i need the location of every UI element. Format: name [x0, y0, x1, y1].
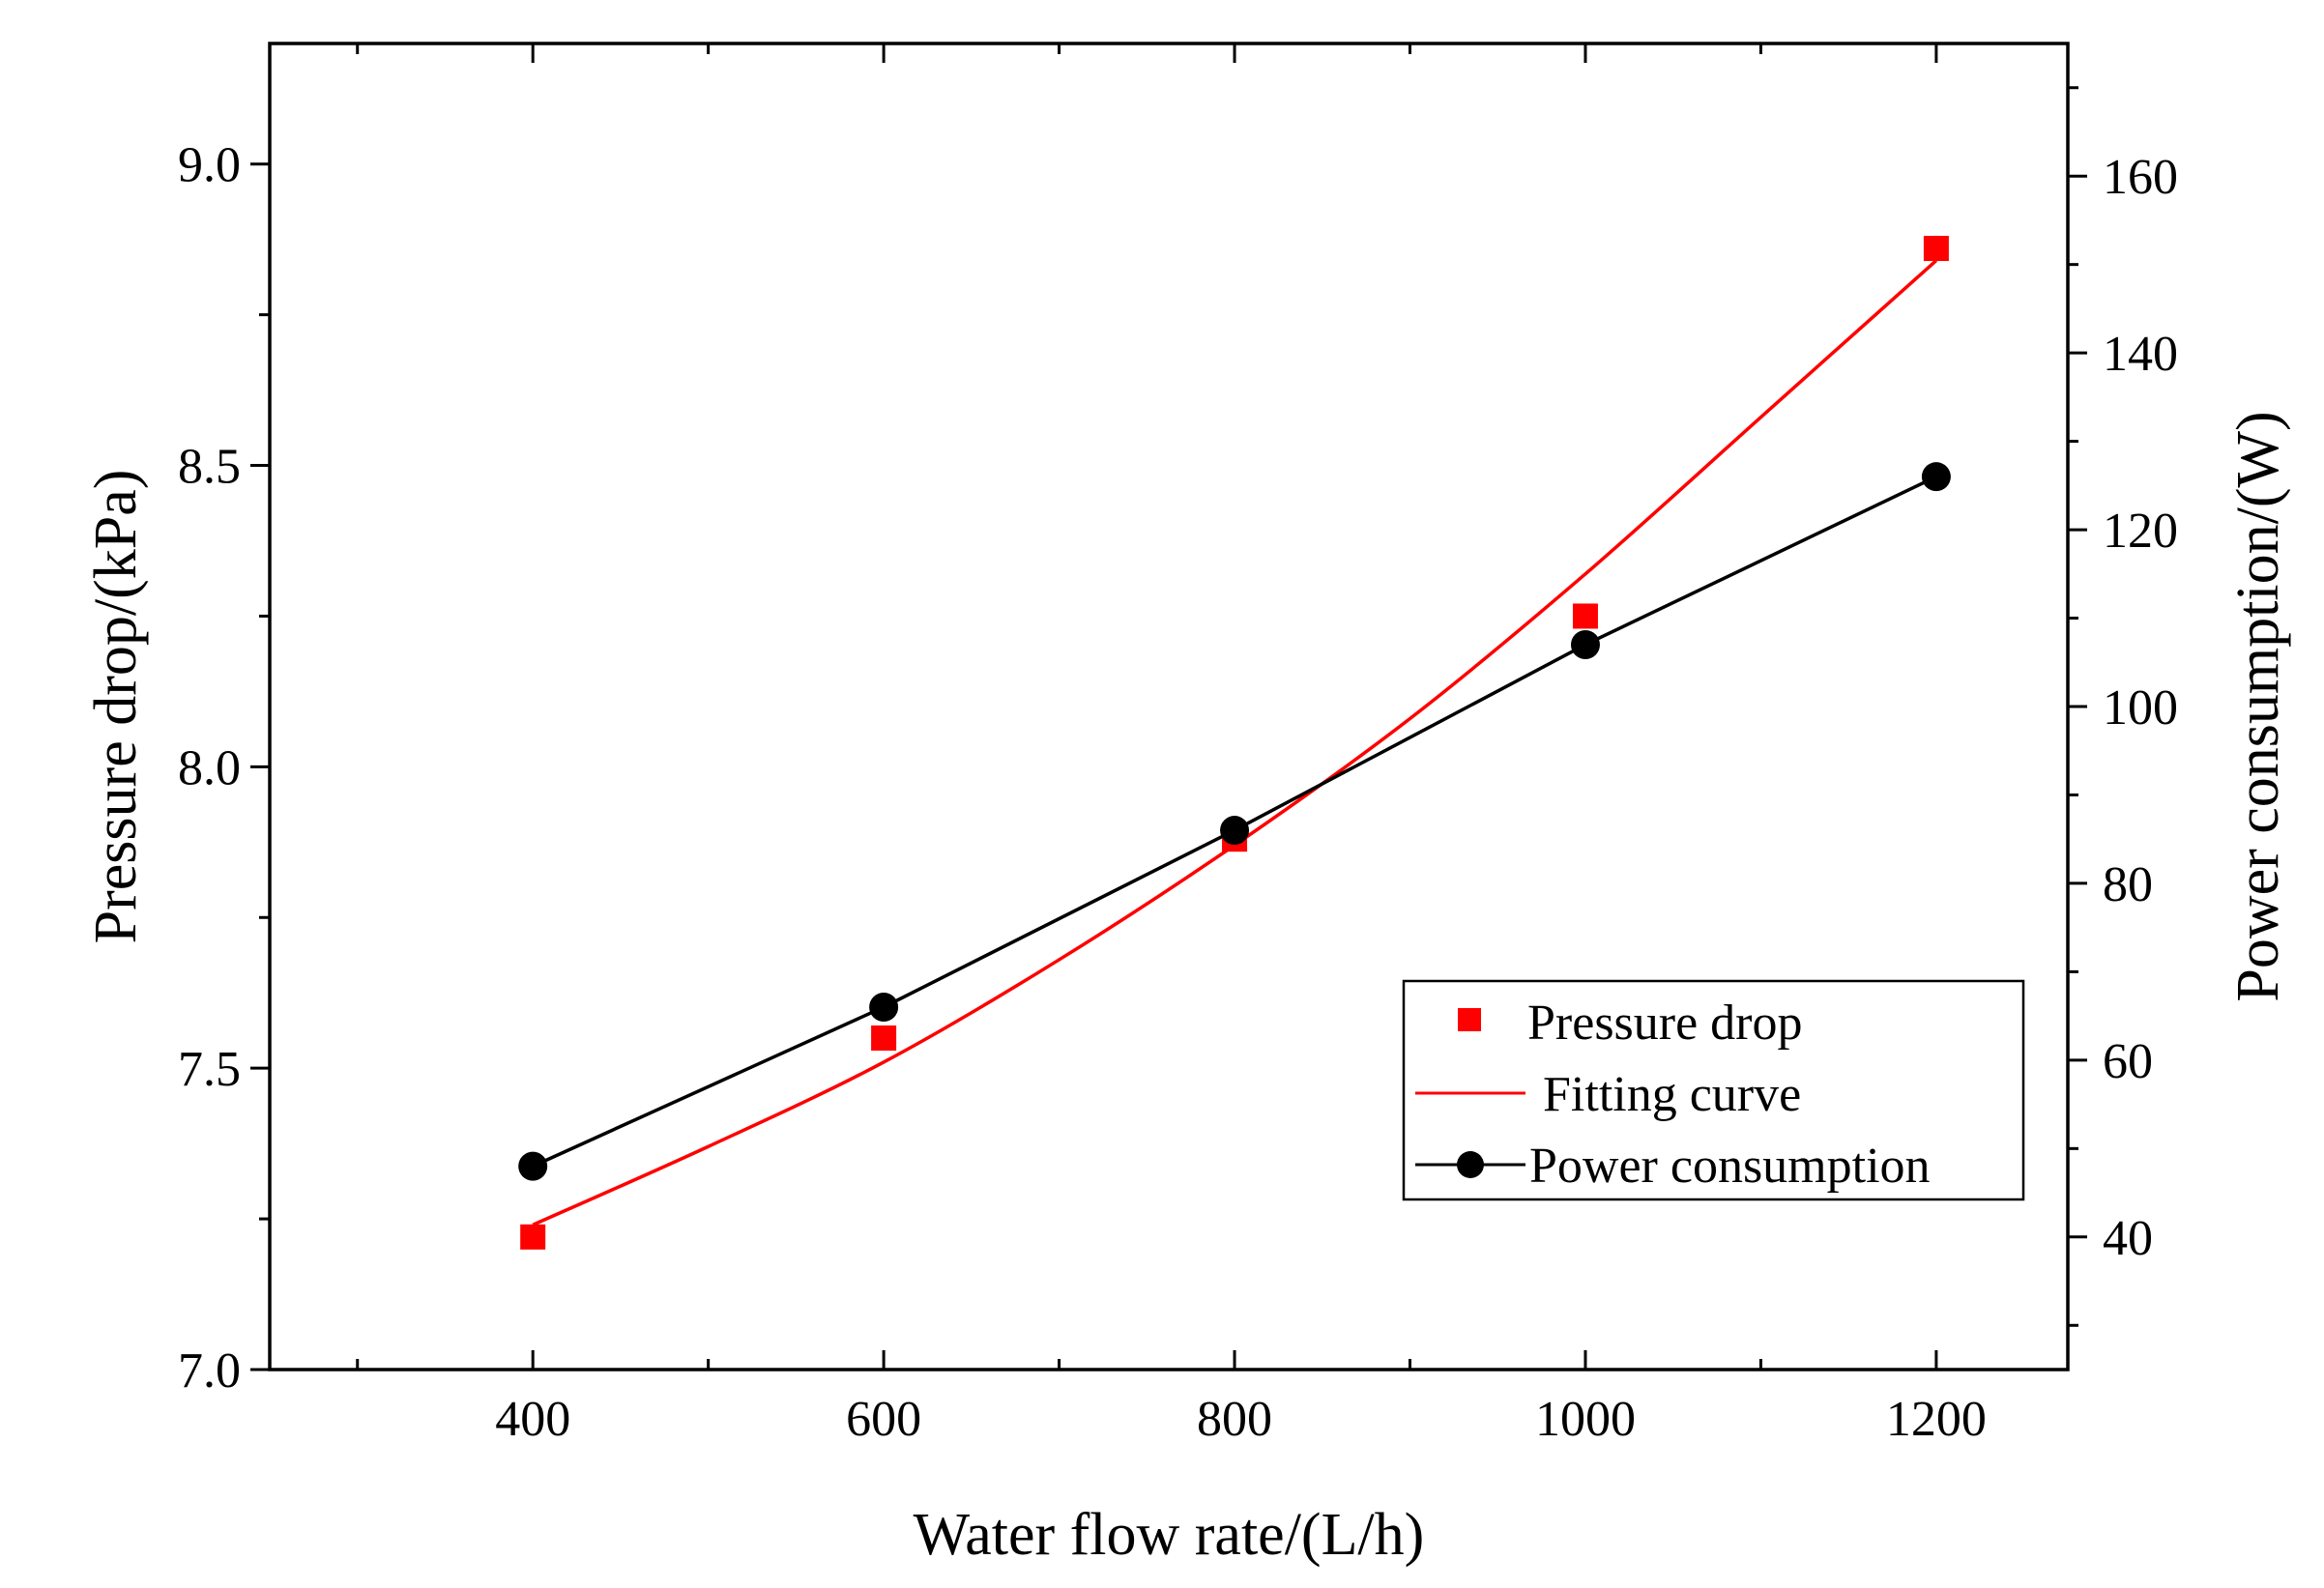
power-consumption-point — [518, 1151, 548, 1181]
x-tick-label: 800 — [1197, 1392, 1272, 1447]
y2-tick-label: 160 — [2103, 150, 2178, 205]
legend-power-consumption-label: Power consumption — [1529, 1139, 1931, 1194]
legend-pressure-drop-marker — [1458, 1008, 1481, 1031]
y2-tick-label: 120 — [2103, 504, 2178, 559]
y2-tick-label: 40 — [2103, 1211, 2153, 1266]
y2-tick-label: 60 — [2103, 1034, 2153, 1089]
pressure-drop-point — [1572, 603, 1598, 629]
y2-axis-label: Power consumption/(W) — [2225, 411, 2291, 1001]
x-tick-label: 1000 — [1535, 1392, 1636, 1447]
legend-fitting-curve-label: Fitting curve — [1543, 1067, 1801, 1122]
y-tick-label: 7.5 — [178, 1042, 241, 1097]
power-consumption-point — [1570, 629, 1600, 659]
ticks-layer: 400 600 800 1000 1200 7.0 7.5 8.0 8.5 9.0 40 60 80 10… — [178, 43, 2178, 1447]
x-tick-label: 1200 — [1886, 1392, 1987, 1447]
x-tick-label: 400 — [495, 1392, 570, 1447]
pressure-drop-point — [871, 1025, 897, 1051]
y2-tick-label: 100 — [2103, 680, 2178, 736]
series-layer — [518, 236, 1951, 1250]
x-tick-label: 600 — [846, 1392, 921, 1447]
y2-tick-label: 140 — [2103, 327, 2178, 382]
legend: Pressure drop Fitting curve Power consum… — [1402, 979, 2025, 1201]
y-tick-label: 8.5 — [178, 440, 241, 495]
x-axis-label: Water flow rate/(L/h) — [914, 1502, 1425, 1568]
y-axis-label: Pressure drop/(kPa) — [83, 470, 149, 944]
pressure-drop-point — [1923, 236, 1949, 262]
y2-tick-label: 80 — [2103, 857, 2153, 912]
plot-frame — [268, 42, 2070, 1371]
power-consumption-point — [869, 992, 899, 1022]
y-tick-label: 8.0 — [178, 740, 241, 795]
y-tick-label: 9.0 — [178, 138, 241, 193]
power-consumption-point — [1220, 816, 1250, 846]
legend-pressure-drop-label: Pressure drop — [1527, 996, 1803, 1051]
legend-box — [1402, 979, 2025, 1201]
legend-power-consumption-marker — [1457, 1151, 1484, 1178]
power-consumption-point — [1921, 462, 1951, 492]
pressure-drop-point — [520, 1224, 546, 1250]
y-tick-label: 7.0 — [178, 1343, 241, 1399]
